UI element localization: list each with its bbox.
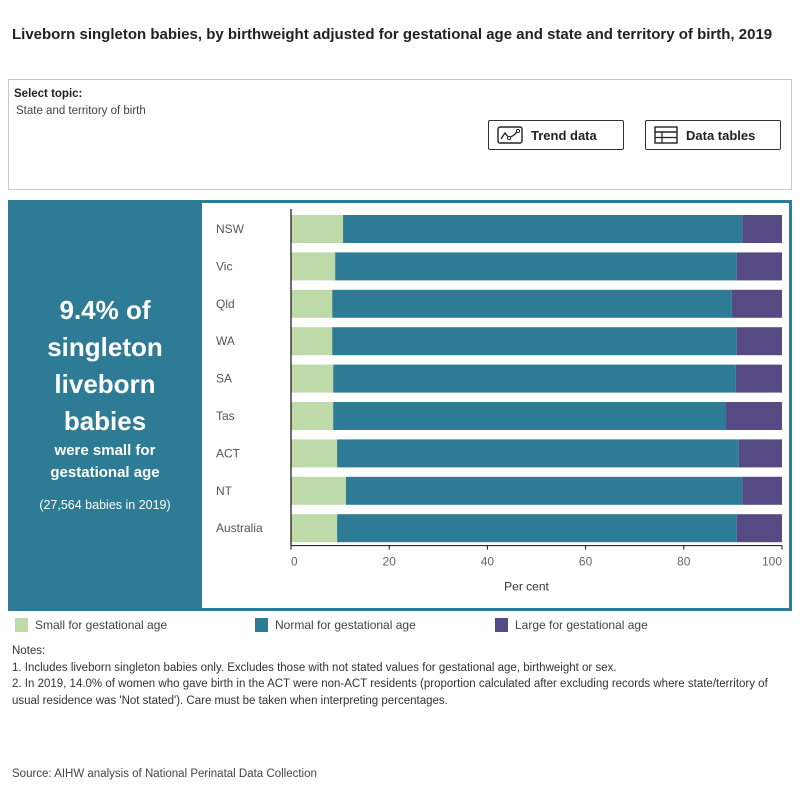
- bar-qld-normal-for-gestational-age[interactable]: [332, 289, 732, 318]
- bar-sa-large-for-gestational-age[interactable]: [735, 364, 782, 393]
- category-label-tas: Tas: [216, 409, 235, 423]
- bar-wa-large-for-gestational-age[interactable]: [736, 327, 782, 356]
- x-tick-label-20: 20: [383, 555, 397, 569]
- legend-label: Normal for gestational age: [275, 618, 416, 632]
- category-label-nsw: NSW: [216, 222, 245, 236]
- topic-selector-panel: Select topic: State and territory of bir…: [8, 79, 792, 190]
- bar-nt-large-for-gestational-age[interactable]: [742, 476, 782, 505]
- data-tables-button[interactable]: Data tables: [645, 120, 781, 150]
- category-label-australia: Australia: [216, 521, 263, 535]
- x-tick-label-0: 0: [291, 555, 298, 569]
- legend-label: Small for gestational age: [35, 618, 168, 632]
- bar-australia-small-for-gestational-age[interactable]: [291, 514, 338, 543]
- category-label-vic: Vic: [216, 259, 232, 273]
- bar-australia-normal-for-gestational-age[interactable]: [337, 514, 737, 543]
- x-axis-title: Per cent: [504, 580, 549, 594]
- x-tick-label-100: 100: [762, 555, 782, 569]
- subtext-line: gestational age: [50, 464, 160, 481]
- bar-australia-large-for-gestational-age[interactable]: [736, 514, 782, 543]
- bar-nsw-normal-for-gestational-age[interactable]: [343, 215, 743, 243]
- summary-panel: 9.4% of singleton liveborn babies were s…: [8, 200, 202, 611]
- source-text: Source: AIHW analysis of National Perina…: [12, 768, 317, 780]
- headline-line: 9.4% of: [59, 295, 151, 325]
- bar-wa-small-for-gestational-age[interactable]: [291, 327, 333, 356]
- x-tick-label-40: 40: [481, 555, 495, 569]
- headline-line: babies: [63, 406, 147, 436]
- subtext-line: were small for: [54, 442, 156, 459]
- legend-item-normal[interactable]: Normal for gestational age: [255, 618, 416, 632]
- legend-swatch-normal: [255, 618, 268, 632]
- summary-count: (27,564 babies in 2019): [39, 498, 171, 512]
- stacked-bar-chart: NSW Vic Qld WA SA Tas ACT NT Australia 0 20 40 60 80 1…: [216, 209, 783, 594]
- legend: Small for gestational age Normal for ges…: [15, 618, 795, 634]
- data-tables-label: Data tables: [686, 127, 756, 143]
- note-item: 2. In 2019, 14.0% of women who gave birt…: [12, 678, 768, 707]
- x-tick-label-60: 60: [579, 555, 593, 569]
- bar-nt-small-for-gestational-age[interactable]: [291, 476, 346, 505]
- topic-select[interactable]: State and territory of birth: [16, 105, 146, 117]
- headline-line: singleton: [47, 332, 163, 362]
- bar-tas-large-for-gestational-age[interactable]: [726, 402, 782, 430]
- bar-vic-normal-for-gestational-age[interactable]: [335, 252, 737, 281]
- legend-item-large[interactable]: Large for gestational age: [495, 618, 648, 632]
- line-chart-icon: [497, 126, 523, 144]
- legend-label: Large for gestational age: [515, 618, 648, 632]
- bar-qld-small-for-gestational-age[interactable]: [291, 289, 333, 318]
- bar-qld-large-for-gestational-age[interactable]: [731, 289, 782, 318]
- category-label-wa: WA: [216, 334, 235, 348]
- bar-act-small-for-gestational-age[interactable]: [291, 439, 338, 468]
- headline-line: liveborn: [54, 369, 156, 399]
- category-label-qld: Qld: [216, 297, 235, 311]
- category-label-act: ACT: [216, 446, 241, 460]
- bar-vic-large-for-gestational-age[interactable]: [736, 252, 782, 281]
- legend-swatch-small: [15, 618, 28, 632]
- category-label-sa: SA: [216, 372, 232, 386]
- table-icon: [654, 126, 678, 144]
- bar-tas-small-for-gestational-age[interactable]: [291, 402, 334, 430]
- trend-data-label: Trend data: [531, 127, 597, 143]
- page-title: Liveborn singleton babies, by birthweigh…: [12, 26, 773, 43]
- bar-sa-normal-for-gestational-age[interactable]: [333, 364, 736, 393]
- bar-nsw-small-for-gestational-age[interactable]: [291, 215, 344, 243]
- legend-item-small[interactable]: Small for gestational age: [15, 618, 167, 632]
- bar-tas-normal-for-gestational-age[interactable]: [333, 402, 727, 430]
- bar-nt-normal-for-gestational-age[interactable]: [345, 476, 743, 505]
- trend-data-button[interactable]: Trend data: [488, 120, 624, 150]
- bar-act-normal-for-gestational-age[interactable]: [337, 439, 739, 468]
- note-item: 1. Includes liveborn singleton babies on…: [12, 661, 617, 674]
- bar-vic-small-for-gestational-age[interactable]: [291, 252, 336, 281]
- summary-subtext: were small for gestational age: [8, 440, 202, 484]
- bar-sa-small-for-gestational-age[interactable]: [291, 364, 334, 393]
- notes: Notes: 1. Includes liveborn singleton ba…: [12, 643, 792, 709]
- bar-wa-normal-for-gestational-age[interactable]: [332, 327, 737, 356]
- notes-heading: Notes:: [12, 645, 46, 657]
- category-label-nt: NT: [216, 484, 233, 498]
- summary-headline: 9.4% of singleton liveborn babies: [8, 292, 202, 440]
- bar-act-large-for-gestational-age[interactable]: [738, 439, 782, 468]
- topic-label: Select topic:: [14, 88, 83, 100]
- x-tick-label-80: 80: [677, 555, 691, 569]
- legend-swatch-large: [495, 618, 508, 632]
- bar-nsw-large-for-gestational-age[interactable]: [742, 215, 782, 243]
